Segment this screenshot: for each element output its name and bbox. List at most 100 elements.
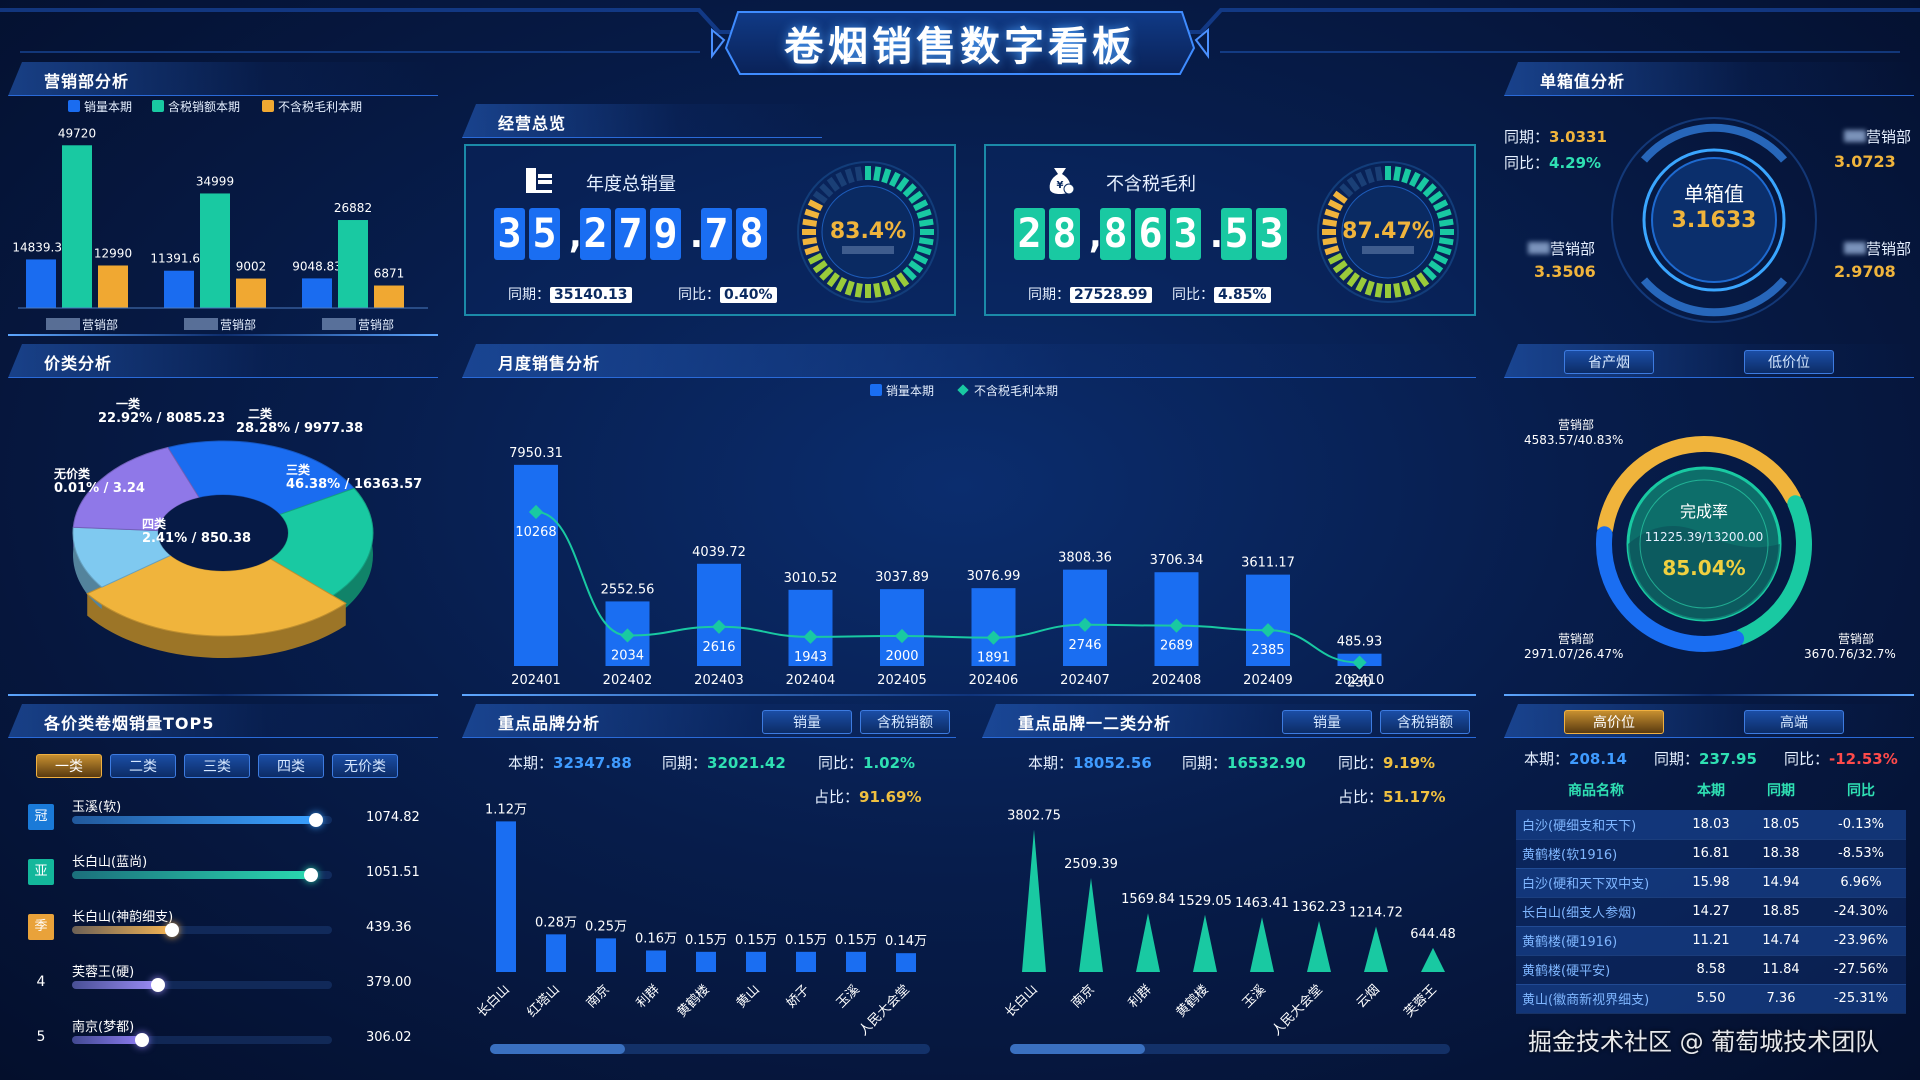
tab-provincial[interactable]: 省产烟: [1564, 350, 1654, 374]
sales-bar: [164, 270, 194, 308]
top5-tab[interactable]: 无价类: [332, 754, 398, 778]
gauge-tick: [1393, 282, 1402, 298]
overview-panel: 经营总览 年度总销量 3 5,2 7 9.7 8 同期： 35140.13 同比： 0.40…: [462, 104, 1476, 320]
top5-bar: [72, 926, 172, 934]
top5-tab[interactable]: 三类: [184, 754, 250, 778]
rate-title: 完成率: [1679, 502, 1728, 521]
table-cell: 18.05: [1746, 810, 1816, 840]
legend-swatch: [68, 100, 80, 112]
top5-name: 长白山(蓝尚): [72, 855, 148, 870]
top5-name: 南京(梦都): [72, 1020, 135, 1035]
annual-same-period: 同期： 35140.13: [508, 284, 632, 304]
top5-tab[interactable]: 二类: [110, 754, 176, 778]
top5-row: 季 长白山(神韵细支) 439.36: [18, 906, 428, 956]
table-row[interactable]: 白沙(硬细支和天下) 18.03 18.05 -0.13%: [1516, 810, 1906, 840]
table-cell: 14.27: [1676, 897, 1746, 927]
table-row[interactable]: 长白山(细支人参烟) 14.27 18.85 -24.30%: [1516, 897, 1906, 927]
pie-label-name: 四类: [142, 516, 167, 531]
table-cell: 7.36: [1746, 984, 1816, 1014]
gauge-tick: [807, 252, 824, 265]
annual-sales-title: 年度总销量: [586, 174, 676, 195]
gauge-tick: [896, 272, 910, 288]
svg-text:¥: ¥: [1057, 180, 1064, 191]
gauge-blur: [842, 246, 894, 254]
chart-tab-0[interactable]: 销量: [1282, 710, 1372, 734]
table-row[interactable]: 黄鹤楼(硬1916) 11.21 14.74 -23.96%: [1516, 926, 1906, 956]
chart-tab-1[interactable]: 含税销额: [1380, 710, 1470, 734]
gauge-tick: [1408, 171, 1421, 188]
header-decoration: [0, 8, 1920, 75]
sales-bar: [62, 145, 92, 308]
gauge-tick: [918, 237, 934, 246]
high-same: 同期：237.95: [1654, 750, 1757, 768]
unit-center-label: 单箱值: [1684, 182, 1744, 206]
table-cell: 16.81: [1676, 839, 1746, 869]
table-cell: 15.98: [1676, 868, 1746, 898]
table-cell: 14.74: [1746, 926, 1816, 956]
rate-ring-segment: [1733, 495, 1812, 645]
brand12-spike-label: 1569.84: [1121, 892, 1175, 907]
table-cell: 18.03: [1676, 810, 1746, 840]
gauge-blur: [1362, 246, 1414, 254]
top5-value: 306.02: [366, 1030, 412, 1045]
profit-point-label: 230: [1347, 676, 1372, 691]
rank-badge: 冠: [28, 804, 54, 830]
rate-panel: 省产烟 低价位 完成率 11225.39/13200.00 85.04% 营销部…: [1504, 344, 1914, 696]
pie-slice-side: [72, 527, 102, 610]
top5-bar-knob: [164, 923, 179, 937]
gauge-tick: [1422, 266, 1437, 281]
gauge-tick: [807, 199, 824, 212]
gauge-tick: [1416, 272, 1430, 288]
profit-yoy: 同比： 4.85%: [1172, 284, 1271, 304]
table-row[interactable]: 黄鹤楼(软1916) 16.81 18.38 -8.53%: [1516, 839, 1906, 869]
profit-point-label: 2616: [702, 640, 735, 655]
rate-ring-segment: [1596, 526, 1745, 652]
table-row[interactable]: 白沙(硬和天下双中支) 15.98 14.94 6.96%: [1516, 868, 1906, 898]
table-cell: 黄鹤楼(软1916): [1516, 839, 1676, 869]
unit-dept-2-label: 营销部: [1528, 238, 1595, 259]
top5-bar: [72, 1036, 142, 1044]
brand-scrollbar[interactable]: [490, 1044, 930, 1054]
profit-point-label: 2746: [1068, 638, 1101, 653]
table-cell: 长白山(细支人参烟): [1516, 897, 1676, 927]
table-cell: -27.56%: [1816, 955, 1906, 985]
digit: 3: [494, 208, 525, 260]
top5-tab[interactable]: 一类: [36, 754, 102, 778]
profit-card: ¥ 不含税毛利 2 8,8 6 3.5 3 同期： 27528.99 同比： 4.85% 8…: [984, 144, 1476, 316]
tab-high-end[interactable]: 高端: [1744, 710, 1844, 734]
digit: ,: [564, 212, 587, 256]
table-row[interactable]: 黄鹤楼(硬平安) 8.58 11.84 -27.56%: [1516, 955, 1906, 985]
chart-tab-1[interactable]: 含税销额: [860, 710, 950, 734]
brand-bar-label: 0.15万: [785, 933, 827, 948]
high-table-body[interactable]: 白沙(硬细支和天下) 18.03 18.05 -0.13% 黄鹤楼(软1916) 16.8…: [1516, 810, 1906, 1050]
gauge-tick: [1374, 282, 1383, 298]
profit-point: [1169, 618, 1184, 633]
tab-high-price[interactable]: 高价位: [1564, 710, 1664, 734]
table-cell: 18.85: [1746, 897, 1816, 927]
gauge-tick: [1346, 176, 1360, 192]
brand-category: 红塔山: [524, 982, 563, 1021]
tab-low-price[interactable]: 低价位: [1744, 350, 1834, 374]
brand12-spike-label: 2509.39: [1064, 857, 1118, 872]
chart-tab-0[interactable]: 销量: [762, 710, 852, 734]
brand12-spike: [1421, 947, 1445, 972]
rate-pct: 85.04%: [1662, 556, 1746, 580]
digit: 8: [736, 208, 767, 260]
sales-bar: [338, 220, 368, 308]
sales-group-label: 营销部: [358, 317, 394, 332]
table-cell: 白沙(硬和天下双中支): [1516, 868, 1676, 898]
brand12-scrollbar[interactable]: [1010, 1044, 1450, 1054]
sales-bar: [236, 278, 266, 308]
table-row[interactable]: 黄山(徽商新视界细支) 5.50 7.36 -25.31%: [1516, 984, 1906, 1014]
top5-bar-track: [72, 926, 332, 934]
profit-point: [528, 504, 544, 520]
pie-label-name: 无价类: [53, 466, 91, 481]
gauge-tick: [1327, 199, 1344, 212]
annual-gauge: 83.4%: [797, 161, 939, 303]
brand12-category: 利群: [1126, 982, 1155, 1011]
month-bar-label: 3076.99: [967, 569, 1021, 584]
top5-bar: [72, 816, 317, 824]
top5-tab[interactable]: 四类: [258, 754, 324, 778]
gauge-tick: [1428, 190, 1444, 204]
top5-bar-track: [72, 981, 332, 989]
